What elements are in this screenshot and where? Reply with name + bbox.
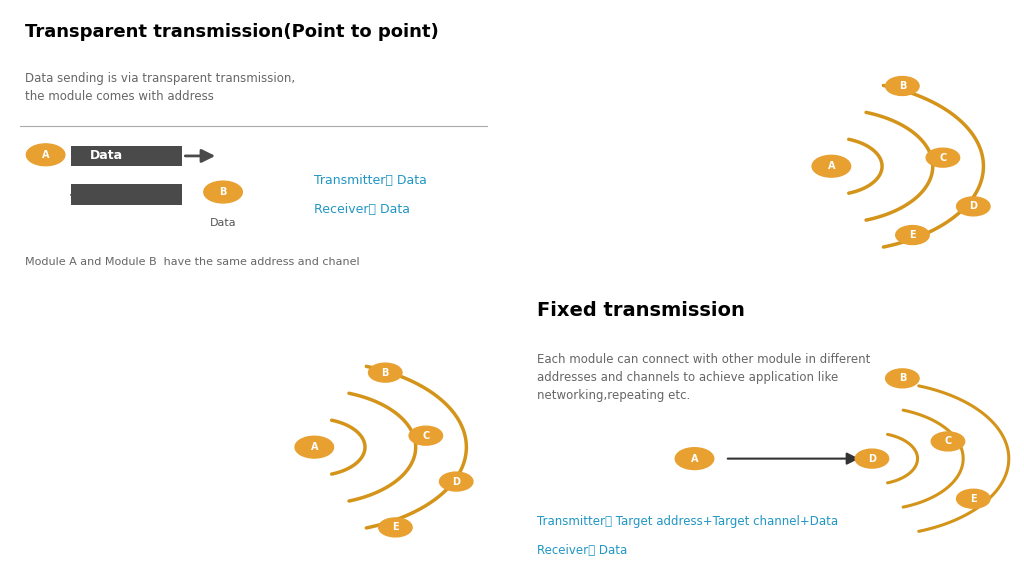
Text: D: D [970,201,977,211]
Text: E: E [909,230,915,240]
Circle shape [956,197,990,216]
Circle shape [27,144,65,166]
Circle shape [956,489,990,508]
Circle shape [926,148,959,167]
FancyBboxPatch shape [71,184,182,205]
Circle shape [439,472,473,491]
Circle shape [204,181,243,203]
FancyBboxPatch shape [71,145,182,166]
Text: D: D [453,477,460,486]
Text: B: B [899,81,906,91]
Text: Transparent transmission(Point to point): Transparent transmission(Point to point) [26,23,439,41]
Text: Transmitter： Data: Transmitter： Data [538,188,650,201]
Text: A: A [310,442,318,452]
Text: B: B [382,368,389,378]
Text: Data: Data [210,218,237,228]
Circle shape [812,155,851,177]
Text: B: B [219,187,226,197]
Text: Receiver： Data: Receiver： Data [538,544,628,557]
Text: Fixed transmission: Fixed transmission [538,301,745,320]
Text: C: C [944,437,951,446]
Text: D: D [868,453,876,464]
Text: A: A [691,453,698,464]
Circle shape [886,76,920,96]
Text: Receiver： Data: Receiver： Data [314,203,411,216]
Circle shape [886,369,920,388]
Text: A: A [827,161,836,171]
Circle shape [379,518,412,537]
Text: Receiver： Data: Receiver： Data [538,223,634,236]
Circle shape [896,226,929,244]
Circle shape [369,363,402,382]
Text: E: E [970,494,977,504]
Text: Transmitter： Target address+Target channel+Data: Transmitter： Target address+Target chann… [538,515,839,528]
Text: C: C [939,153,946,163]
Text: Transmitter： Transmitter:0xFFFF+Target channel+Data: Transmitter： Transmitter:0xFFFF+Target c… [20,515,347,528]
Text: C: C [422,431,429,441]
Text: Receiver： Data: Receiver： Data [20,544,111,557]
Text: Transmitter： Data: Transmitter： Data [314,174,427,187]
Text: Set the address to 0xFFFF,the module can transmit
data to all modules in target : Set the address to 0xFFFF,the module can… [20,353,342,383]
Text: Transparent transmission (Broadcasting): Transparent transmission (Broadcasting) [538,14,951,32]
Text: Each module can connect with other module in different
addresses and channels to: Each module can connect with other modul… [538,353,870,402]
Text: Module A and Module B  have the same address and chanel: Module A and Module B have the same addr… [26,256,360,266]
Text: Each one can act as transmitter to send out data: Each one can act as transmitter to send … [538,63,846,76]
Circle shape [855,449,889,468]
Text: Data: Data [90,149,123,163]
Circle shape [675,448,714,470]
Text: Broadcast transmission: Broadcast transmission [20,301,279,320]
Circle shape [410,426,442,445]
Circle shape [931,432,965,451]
Text: B: B [899,373,906,383]
Text: A: A [42,150,49,160]
Text: Data sending is via transparent transmission,
the module comes with address: Data sending is via transparent transmis… [26,72,296,102]
Circle shape [295,436,334,458]
Text: E: E [392,522,398,533]
